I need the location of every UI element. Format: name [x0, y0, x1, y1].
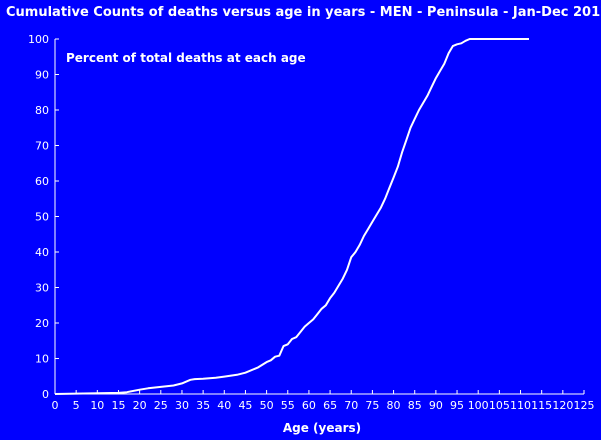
y-tick-label: 20 — [35, 317, 49, 330]
x-tick-label: 120 — [552, 399, 573, 412]
x-ticks: 0 5 10 15 20 25 30 35 40 45 50 55 60 65 70 75 80 85 90 95 10… — [52, 390, 595, 412]
x-tick-label: 5 — [73, 399, 80, 412]
x-tick-label: 25 — [154, 399, 168, 412]
chart-annotation: Percent of total deaths at each age — [66, 51, 306, 65]
y-tick-label: 100 — [28, 33, 49, 46]
x-tick-label: 105 — [489, 399, 510, 412]
x-tick-label: 100 — [468, 399, 489, 412]
y-tick-label: 50 — [35, 211, 49, 224]
cumulative-deaths-line — [54, 38, 529, 395]
x-tick-label: 50 — [260, 399, 274, 412]
x-tick-label: 80 — [387, 399, 401, 412]
x-tick-label: 40 — [217, 399, 231, 412]
y-tick-label: 70 — [35, 140, 49, 153]
y-tick-label: 0 — [42, 388, 49, 401]
plot-area — [54, 38, 529, 395]
x-tick-label: 70 — [344, 399, 358, 412]
y-tick-label: 80 — [35, 104, 49, 117]
x-tick-label: 45 — [238, 399, 252, 412]
x-tick-label: 60 — [302, 399, 316, 412]
x-tick-label: 35 — [196, 399, 210, 412]
x-tick-label: 90 — [429, 399, 443, 412]
x-tick-label: 125 — [574, 399, 595, 412]
x-axis-title: Age (years) — [283, 421, 361, 435]
x-tick-label: 95 — [450, 399, 464, 412]
y-tick-label: 30 — [35, 282, 49, 295]
y-tick-label: 10 — [35, 353, 49, 366]
y-tick-label: 60 — [35, 175, 49, 188]
y-tick-label: 40 — [35, 246, 49, 259]
y-tick-label: 90 — [35, 69, 49, 82]
x-tick-label: 110 — [510, 399, 531, 412]
x-tick-label: 115 — [531, 399, 552, 412]
x-tick-label: 75 — [365, 399, 379, 412]
x-tick-label: 20 — [133, 399, 147, 412]
axes — [54, 39, 584, 395]
x-tick-label: 85 — [408, 399, 422, 412]
x-tick-label: 0 — [52, 399, 59, 412]
x-tick-label: 65 — [323, 399, 337, 412]
x-tick-label: 10 — [90, 399, 104, 412]
x-tick-label: 15 — [111, 399, 125, 412]
chart-title: Cumulative Counts of deaths versus age i… — [6, 5, 601, 20]
y-ticks: 0 10 20 30 40 50 60 70 80 90 100 — [28, 33, 59, 401]
x-tick-label: 55 — [281, 399, 295, 412]
x-tick-label: 30 — [175, 399, 189, 412]
